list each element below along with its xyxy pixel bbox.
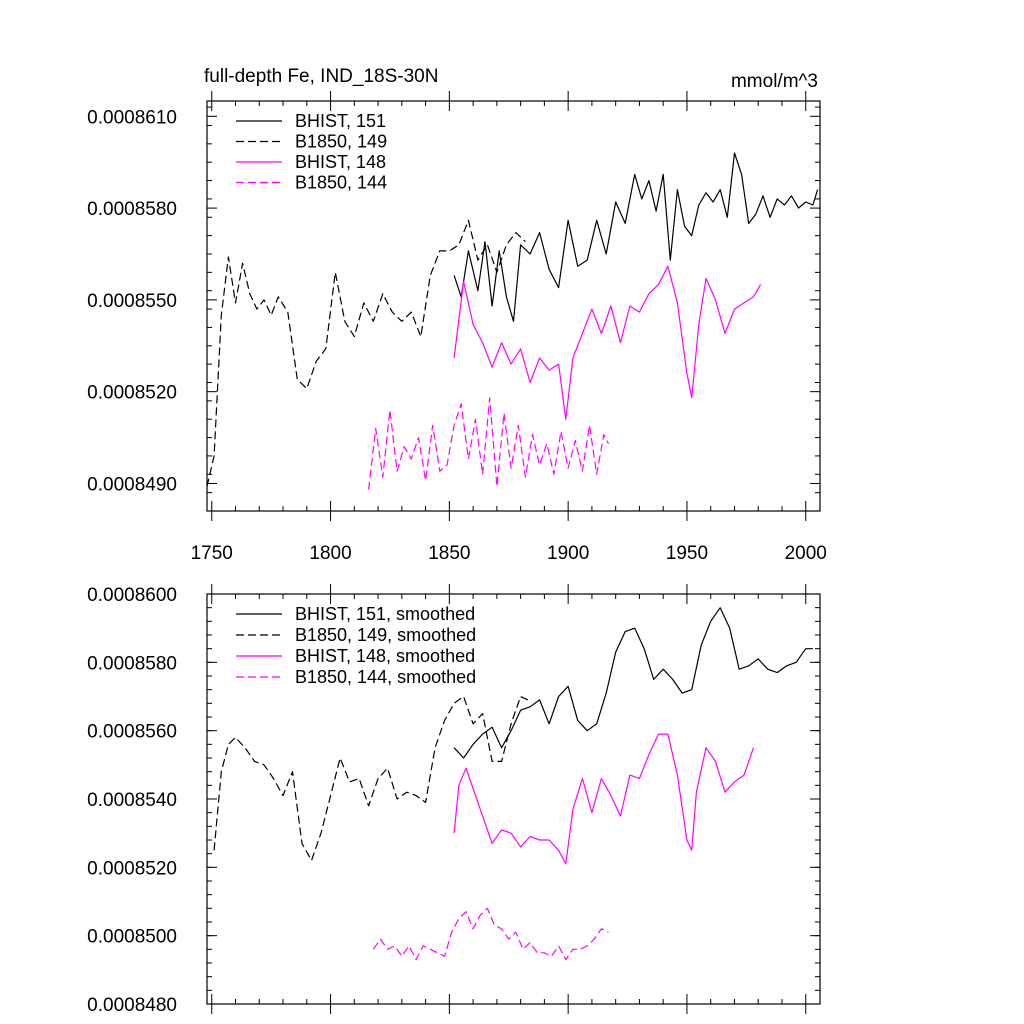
top-chart-title: full-depth Fe, IND_18S-30N [204, 66, 438, 87]
top-x-tick-label: 1850 [428, 543, 470, 564]
top-y-tick-label: 0.0008610 [87, 107, 177, 128]
bottom-y-tick-label: 0.0008580 [87, 653, 177, 674]
bottom-panel: 0.0008480 0.0008500 0.0008520 0.0008540 0.00… [87, 584, 821, 1016]
top-series-line-3 [453, 265, 762, 420]
bottom-legend-label: B1850, 149, smoothed [295, 625, 476, 645]
top-ticks: 1750 1800 1850 1900 1950 2000 0.0008490 0.00085… [87, 91, 827, 564]
top-series-line-2 [206, 219, 526, 487]
bottom-series-group [213, 607, 813, 961]
top-legend-label: B1850, 149 [295, 132, 387, 152]
bottom-y-tick-label: 0.0008480 [87, 995, 177, 1016]
bottom-legend-label: BHIST, 148, smoothed [295, 646, 475, 666]
bottom-series-line-3 [453, 733, 755, 865]
top-y-tick-label: 0.0008490 [87, 474, 177, 495]
top-legend-label: B1850, 144 [295, 173, 387, 193]
bottom-y-tick-label: 0.0008540 [87, 790, 177, 811]
top-x-tick-label: 2000 [785, 543, 827, 564]
bottom-y-tick-label: 0.0008600 [87, 585, 177, 606]
top-legend-label: BHIST, 148 [295, 152, 386, 172]
top-plot-frame [206, 100, 821, 512]
bottom-y-tick-label: 0.0008520 [87, 858, 177, 879]
top-series-line-4 [368, 397, 610, 490]
top-y-tick-label: 0.0008520 [87, 383, 177, 404]
bottom-legend-label: B1850, 144, smoothed [295, 667, 476, 687]
top-panel: full-depth Fe, IND_18S-30N mmol/m^3 1750… [87, 66, 827, 564]
bottom-y-tick-label: 0.0008560 [87, 722, 177, 743]
top-y-tick-label: 0.0008580 [87, 199, 177, 220]
top-x-tick-label: 1800 [309, 543, 351, 564]
bottom-y-tick-label: 0.0008500 [87, 927, 177, 948]
bottom-series-line-1 [453, 607, 813, 759]
top-chart-units: mmol/m^3 [731, 71, 818, 92]
bottom-ticks: 0.0008480 0.0008500 0.0008520 0.0008540 0.00… [87, 584, 820, 1016]
bottom-legend-label: BHIST, 151, smoothed [295, 604, 475, 624]
top-x-tick-label: 1900 [547, 543, 589, 564]
bottom-series-line-2 [213, 695, 529, 862]
top-x-tick-label: 1750 [191, 543, 233, 564]
top-legend-label: BHIST, 151 [295, 111, 386, 131]
bottom-series-line-4 [372, 907, 609, 961]
top-series-group [206, 152, 819, 490]
top-y-tick-label: 0.0008550 [87, 291, 177, 312]
top-x-tick-label: 1950 [666, 543, 708, 564]
top-series-line-1 [453, 152, 819, 322]
